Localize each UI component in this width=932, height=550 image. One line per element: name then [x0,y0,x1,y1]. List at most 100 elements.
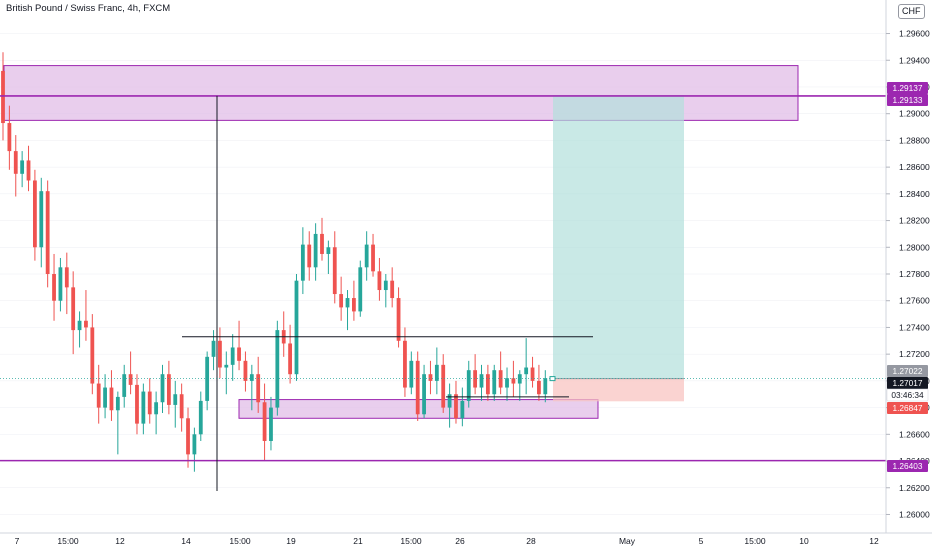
candle-down [90,327,95,384]
candle-up [20,160,25,174]
time-tick-label: 15:00 [744,536,766,546]
price-tick-label: 1.29600 [899,29,930,39]
candle-up [77,320,82,331]
price-tick-label: 1.28600 [899,162,930,172]
candle-down [135,384,139,424]
candle-up [492,370,497,395]
candle-up [103,387,107,408]
candle-down [371,244,375,272]
candle-up [115,396,120,411]
candles [1,52,548,472]
price-badge-level [887,460,928,472]
candle-down [147,391,152,415]
target-area[interactable] [553,95,684,379]
price-badge-level [887,82,928,94]
price-badges: 1.29137 1.29133 1.27022 1.27017 03:46:34 1.26… [886,82,929,472]
candle-down [428,374,433,381]
candle-up [154,402,159,415]
candle-up [160,374,165,403]
candle-down [218,340,222,368]
price-badge-label: 03:46:34 [891,390,924,400]
candle-down [396,298,401,341]
candle-down [71,287,76,331]
price-tick-label: 1.28400 [899,189,930,199]
candle-up [269,407,273,441]
candle-down [511,378,516,384]
candle-down [13,151,18,174]
currency-selector[interactable]: CHF [898,4,925,19]
time-tick-label: 21 [353,536,363,546]
candle-up [326,247,331,254]
drawings[interactable] [0,95,886,491]
candle-up [460,400,465,419]
candle-up [300,244,305,281]
candle-down [26,160,31,181]
candle-up [198,400,203,435]
candle-up [230,347,235,365]
candle-down [109,387,114,411]
candle-down [166,374,171,405]
long-position[interactable] [553,95,684,402]
time-tick-label: 7 [15,536,20,546]
time-tick-label: 12 [869,536,879,546]
candle-up [211,340,216,357]
price-badge-current [887,377,928,389]
time-tick-label: 10 [799,536,809,546]
candle-down [64,267,69,288]
candle-down [537,380,541,395]
price-tick-label: 1.27800 [899,269,930,279]
candle-down [473,370,478,388]
candle-down [377,271,382,291]
price-badge-label: 1.29137 [893,83,923,93]
candle-down [403,340,407,388]
candle-down [454,394,458,419]
price-badge-countdown [886,388,929,402]
candle-down [262,402,267,441]
stop-area[interactable] [553,378,684,402]
candle-up [192,434,197,455]
candle-down [339,294,344,308]
candle-up [543,378,548,395]
candle-down [1,70,5,124]
candle-down [243,360,248,381]
price-badge-label: 1.27022 [893,366,923,376]
time-axis[interactable]: 7 15:00 12 14 15:00 19 21 15:00 26 28 May 5 15:00 10 1… [15,536,879,546]
time-tick-label: 26 [455,536,465,546]
candle-up [275,330,280,408]
candle-down [45,191,50,274]
candle-down [128,374,133,385]
candle-up [434,364,439,381]
candle-down [485,374,490,395]
candle-down [186,418,190,455]
candle-down [498,370,503,388]
candle-up [313,233,318,268]
price-tick-label: 1.28800 [899,135,930,145]
price-badge-marker [887,365,928,377]
time-tick-label: 5 [699,536,704,546]
candle-up [294,280,299,375]
candle-down [33,180,37,248]
time-tick-label: 12 [115,536,125,546]
time-tick-label: 15:00 [57,536,79,546]
candle-up [58,267,63,301]
candle-up [224,364,229,368]
candle-up [249,374,254,381]
price-tick-label: 1.27600 [899,296,930,306]
price-badge-level [887,94,928,106]
candle-up [466,370,471,401]
candle-down [530,367,535,381]
time-tick-label: May [619,536,636,546]
chart-title: British Pound / Swiss Franc, 4h, FXCM [6,3,171,14]
price-badge-label: 1.26403 [893,461,923,471]
candle-up [409,360,414,388]
price-tick-label: 1.28000 [899,242,930,252]
candle-down [288,343,292,375]
time-tick-label: 14 [181,536,191,546]
price-tick-label: 1.28200 [899,216,930,226]
candle-down [7,123,12,152]
candle-down [237,347,241,361]
candle-up [173,394,178,405]
candle-up [141,391,146,424]
price-tick-label: 1.26200 [899,483,930,493]
